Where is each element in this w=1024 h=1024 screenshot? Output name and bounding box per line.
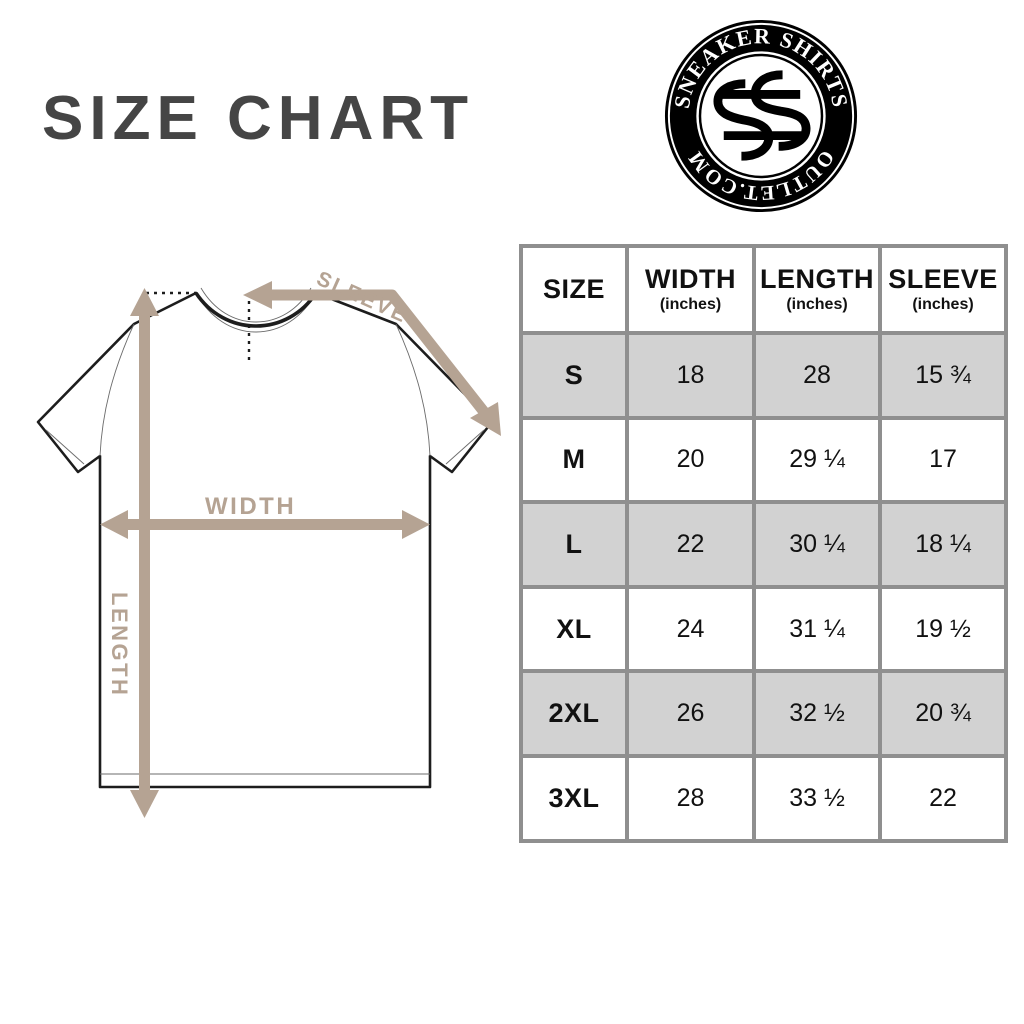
column-header-length: LENGTH (inches) <box>752 244 882 335</box>
size-table: SIZE WIDTH (inches) LENGTH (inches) SLEE… <box>519 244 1008 843</box>
column-header-sleeve-main: SLEEVE <box>888 264 998 295</box>
column-header-length-main: LENGTH <box>760 264 874 295</box>
column-header-length-unit: (inches) <box>786 295 848 313</box>
cell-sleeve: 22 <box>878 753 1008 843</box>
logo-monogram-icon <box>713 70 811 161</box>
tshirt-diagram-svg <box>36 281 501 818</box>
table-row: L 22 30 ¼ 18 ¼ <box>519 500 1008 589</box>
cell-width: 22 <box>625 500 756 589</box>
cell-size: L <box>519 500 629 589</box>
width-label: WIDTH <box>205 493 297 520</box>
cell-sleeve: 18 ¼ <box>878 500 1008 589</box>
column-header-width-main: WIDTH <box>645 264 736 295</box>
column-header-size-main: SIZE <box>542 274 605 305</box>
cell-sleeve: 15 ¾ <box>878 331 1008 420</box>
column-header-width: WIDTH (inches) <box>625 244 756 335</box>
width-arrow <box>100 510 430 539</box>
cell-length: 31 ¼ <box>752 584 882 674</box>
brand-logo: SNEAKER SHIRTS OUTLET.COM <box>663 18 859 214</box>
cell-length: 30 ¼ <box>752 500 882 589</box>
tshirt-outline-icon <box>36 291 494 789</box>
length-label: LENGTH <box>107 592 132 698</box>
length-arrow <box>130 288 159 818</box>
cell-size: 2XL <box>519 669 629 758</box>
column-header-sleeve-unit: (inches) <box>912 295 974 313</box>
column-header-width-unit: (inches) <box>659 295 722 313</box>
cell-width: 24 <box>625 584 756 674</box>
cell-length: 29 ¼ <box>752 415 882 505</box>
table-header-row: SIZE WIDTH (inches) LENGTH (inches) SLEE… <box>519 244 1008 335</box>
table-row: S 18 28 15 ¾ <box>519 331 1008 420</box>
cell-size: S <box>519 331 629 420</box>
cell-width: 20 <box>625 415 756 505</box>
cell-sleeve: 20 ¾ <box>878 669 1008 758</box>
column-header-sleeve: SLEEVE (inches) <box>878 244 1008 335</box>
brand-logo-icon: SNEAKER SHIRTS OUTLET.COM <box>664 19 858 213</box>
cell-length: 32 ½ <box>752 669 882 758</box>
tshirt-detail-lines <box>45 287 485 775</box>
tshirt-measurement-diagram: WIDTH LENGTH SLEEVE <box>0 262 516 842</box>
cell-sleeve: 19 ½ <box>878 584 1008 674</box>
cell-length: 28 <box>752 331 882 420</box>
cell-sleeve: 17 <box>878 415 1008 505</box>
table-row: M 20 29 ¼ 17 <box>519 415 1008 505</box>
cell-size: XL <box>519 584 629 674</box>
table-row: 3XL 28 33 ½ 22 <box>519 753 1008 843</box>
cell-width: 28 <box>625 753 756 843</box>
cell-size: M <box>519 415 629 505</box>
page-title: SIZE CHART <box>42 84 474 153</box>
table-row: XL 24 31 ¼ 19 ½ <box>519 584 1008 674</box>
sleeve-arrow <box>243 281 501 436</box>
cell-width: 18 <box>625 331 756 420</box>
table-row: 2XL 26 32 ½ 20 ¾ <box>519 669 1008 758</box>
column-header-size: SIZE <box>519 244 629 335</box>
tshirt-collar-icon <box>194 291 318 328</box>
cell-size: 3XL <box>519 753 629 843</box>
cell-width: 26 <box>625 669 756 758</box>
cell-length: 33 ½ <box>752 753 882 843</box>
